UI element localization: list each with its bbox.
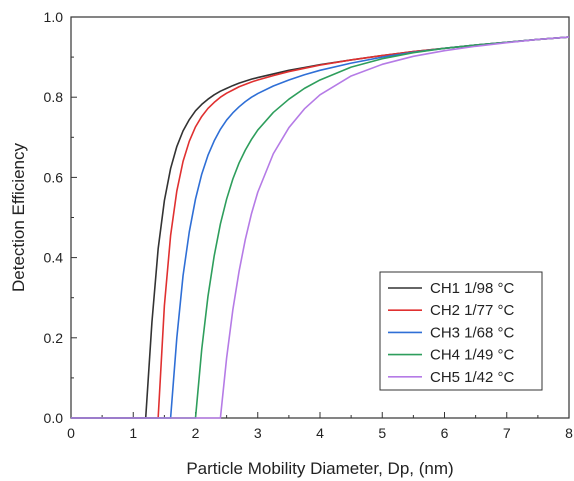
x-tick-label: 0 (67, 425, 75, 441)
legend-box (379, 271, 543, 391)
x-tick-label: 4 (316, 425, 324, 441)
x-tick-label: 8 (565, 425, 573, 441)
legend-label-ch3: CH3 1/68 °C (430, 324, 515, 341)
series-line-ch2 (71, 36, 570, 419)
y-axis: 0.0 0.2 0.4 0.6 0.8 1.0 (44, 9, 77, 426)
series-layer (71, 36, 570, 419)
x-axis: 0 1 2 3 4 5 6 7 8 (67, 412, 573, 441)
y-axis-title: Detection Efficiency (9, 143, 28, 292)
x-tick-label: 6 (441, 425, 449, 441)
legend-label-ch5: CH5 1/42 °C (430, 369, 515, 386)
y-tick-label: 0.8 (44, 89, 64, 105)
x-tick-label: 3 (254, 425, 262, 441)
x-tick-label: 5 (378, 425, 386, 441)
y-tick-label: 0.0 (44, 410, 64, 426)
y-tick-label: 0.4 (44, 250, 64, 266)
x-tick-label: 7 (503, 425, 511, 441)
x-axis-title: Particle Mobility Diameter, Dp, (nm) (186, 459, 453, 478)
legend-label-ch4: CH4 1/49 °C (430, 347, 515, 364)
y-tick-label: 0.2 (44, 330, 64, 346)
y-tick-label: 0.6 (44, 169, 64, 185)
series-line-ch5 (71, 36, 570, 419)
y-tick-label: 1.0 (44, 9, 64, 25)
legend-label-ch1: CH1 1/98 °C (430, 280, 515, 297)
legend: CH1 1/98 °C CH2 1/77 °C CH3 1/68 °C CH4 1/4… (379, 271, 543, 391)
x-tick-label: 2 (192, 425, 200, 441)
legend-label-ch2: CH2 1/77 °C (430, 302, 515, 319)
x-tick-label: 1 (129, 425, 137, 441)
